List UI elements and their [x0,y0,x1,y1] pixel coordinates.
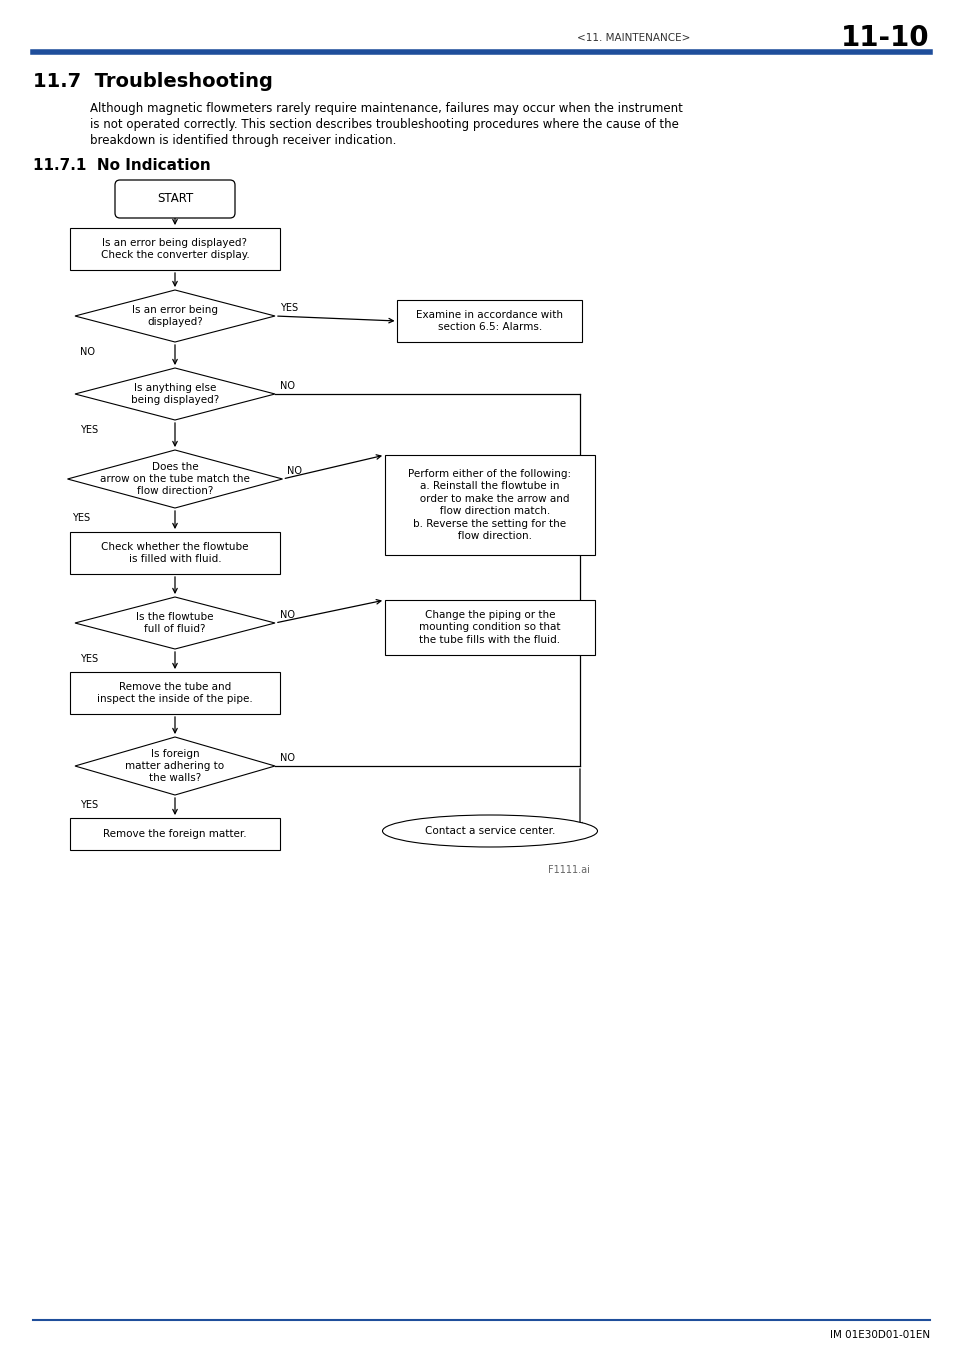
Text: NO: NO [280,610,294,620]
Text: NO: NO [287,466,302,477]
Polygon shape [75,369,274,420]
Text: NO: NO [80,347,95,356]
Text: IM 01E30D01-01EN: IM 01E30D01-01EN [829,1330,929,1341]
Text: 11-10: 11-10 [841,24,929,53]
Ellipse shape [382,815,597,846]
Text: YES: YES [72,513,91,522]
Text: is not operated correctly. This section describes troubleshooting procedures whe: is not operated correctly. This section … [90,117,679,131]
Text: breakdown is identified through receiver indication.: breakdown is identified through receiver… [90,134,395,147]
Text: Is foreign
matter adhering to
the walls?: Is foreign matter adhering to the walls? [125,749,224,783]
FancyBboxPatch shape [115,180,234,217]
Bar [70,672,280,714]
Text: YES: YES [80,801,98,810]
Text: Check whether the flowtube
is filled with fluid.: Check whether the flowtube is filled wit… [101,541,249,564]
Bar [70,532,280,574]
Text: NO: NO [280,753,294,763]
Text: Is the flowtube
full of fluid?: Is the flowtube full of fluid? [136,612,213,634]
Text: Is an error being displayed?
Check the converter display.: Is an error being displayed? Check the c… [100,238,249,261]
Text: 11.7  Troubleshooting: 11.7 Troubleshooting [33,72,273,90]
Bar [385,599,595,655]
Polygon shape [75,290,274,342]
Text: Contact a service center.: Contact a service center. [424,826,555,836]
Polygon shape [68,450,282,508]
Text: YES: YES [80,425,98,435]
Text: Does the
arrow on the tube match the
flow direction?: Does the arrow on the tube match the flo… [100,462,250,497]
Text: 11.7.1  No Indication: 11.7.1 No Indication [33,158,211,173]
Text: Perform either of the following:
a. Reinstall the flowtube in
   order to make t: Perform either of the following: a. Rein… [408,468,571,541]
Text: Change the piping or the
mounting condition so that
the tube fills with the flui: Change the piping or the mounting condit… [418,610,560,645]
Bar [70,818,280,850]
Text: <11. MAINTENANCE>: <11. MAINTENANCE> [576,32,689,43]
Text: Remove the foreign matter.: Remove the foreign matter. [103,829,247,838]
Bar [385,455,595,555]
Text: YES: YES [280,302,297,313]
Text: NO: NO [280,381,294,392]
Text: START: START [156,193,193,205]
Text: F1111.ai: F1111.ai [548,865,589,875]
Polygon shape [75,597,274,649]
Text: Examine in accordance with
section 6.5: Alarms.: Examine in accordance with section 6.5: … [416,309,563,332]
Bar [70,228,280,270]
Text: YES: YES [80,653,98,664]
Text: Is anything else
being displayed?: Is anything else being displayed? [131,383,219,405]
Bar [397,300,582,342]
Text: Remove the tube and
inspect the inside of the pipe.: Remove the tube and inspect the inside o… [97,682,253,705]
Text: Although magnetic flowmeters rarely require maintenance, failures may occur when: Although magnetic flowmeters rarely requ… [90,103,682,115]
Text: Is an error being
displayed?: Is an error being displayed? [132,305,218,327]
Polygon shape [75,737,274,795]
